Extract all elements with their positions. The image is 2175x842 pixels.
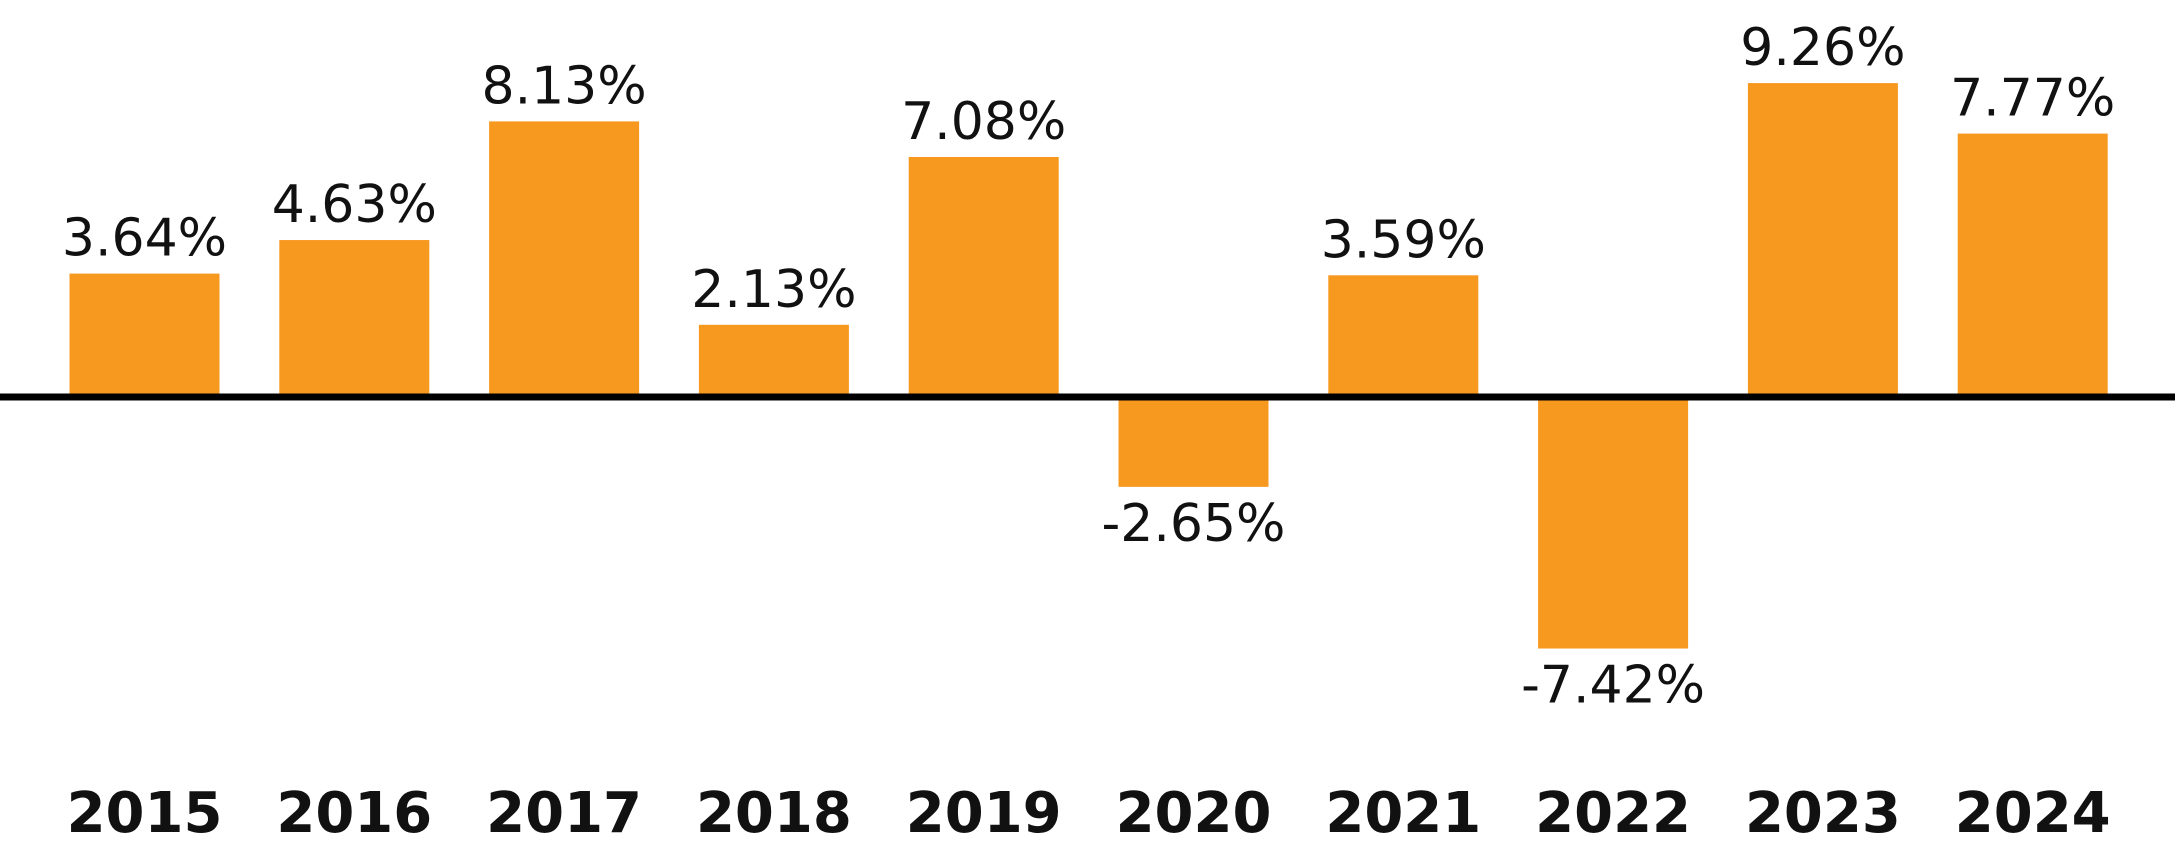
bar-2023 bbox=[1747, 83, 1898, 397]
value-labels-group: 3.64% 4.63% 8.13% 2.13% 7.08% -2.65% 3.59% -7.4… bbox=[62, 18, 2115, 715]
value-label-2023: 9.26% bbox=[1740, 18, 1905, 78]
value-label-2019: 7.08% bbox=[901, 92, 1066, 152]
bar-2015 bbox=[69, 273, 220, 397]
bar-2022 bbox=[1538, 397, 1689, 649]
value-label-2015: 3.64% bbox=[62, 209, 227, 269]
value-label-2024: 7.77% bbox=[1950, 69, 2115, 129]
category-label-2021: 2021 bbox=[1325, 781, 1481, 842]
category-label-2015: 2015 bbox=[67, 781, 223, 842]
value-label-2017: 8.13% bbox=[481, 56, 646, 116]
bar-2019 bbox=[908, 156, 1059, 397]
category-label-2019: 2019 bbox=[906, 781, 1062, 842]
category-labels-group: 2015 2016 2017 2018 2019 2020 2021 2022 2023 2024 bbox=[67, 781, 2111, 842]
bar-2017 bbox=[489, 121, 640, 397]
category-label-2022: 2022 bbox=[1535, 781, 1691, 842]
category-label-2016: 2016 bbox=[276, 781, 432, 842]
bar-2021 bbox=[1328, 275, 1479, 397]
value-label-2021: 3.59% bbox=[1321, 210, 1486, 270]
bar-2024 bbox=[1957, 133, 2108, 398]
bars-group bbox=[69, 83, 2108, 649]
value-label-2016: 4.63% bbox=[272, 175, 437, 235]
category-label-2024: 2024 bbox=[1955, 781, 2111, 842]
bar-2018 bbox=[698, 324, 849, 397]
bar-2016 bbox=[279, 240, 430, 397]
category-label-2017: 2017 bbox=[486, 781, 642, 842]
value-label-2022: -7.42% bbox=[1521, 656, 1705, 716]
bar-2020 bbox=[1118, 397, 1269, 487]
category-label-2018: 2018 bbox=[696, 781, 852, 842]
value-label-2018: 2.13% bbox=[691, 260, 856, 320]
value-label-2020: -2.65% bbox=[1102, 494, 1286, 554]
category-label-2023: 2023 bbox=[1745, 781, 1901, 842]
category-label-2020: 2020 bbox=[1116, 781, 1272, 842]
